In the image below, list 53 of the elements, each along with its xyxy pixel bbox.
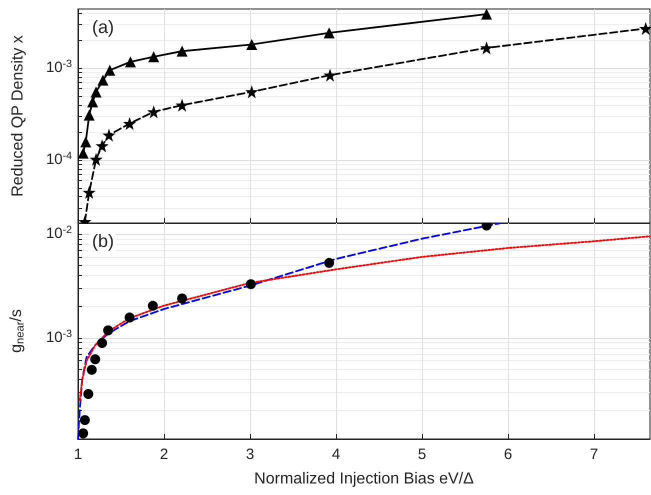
y-axis-title: gnear/s	[8, 309, 26, 353]
point	[86, 364, 97, 375]
point	[82, 186, 96, 199]
point	[124, 56, 136, 68]
y-tick-label: 10$^{-4}$	[46, 150, 72, 170]
point	[78, 148, 89, 159]
point	[90, 152, 103, 166]
point	[90, 354, 100, 364]
x-tick-label: 2	[160, 446, 168, 463]
point	[87, 96, 98, 108]
x-tick-label: 6	[504, 446, 512, 463]
point	[246, 38, 258, 50]
y-tick-label: 10$^{-3}$	[46, 328, 72, 348]
point	[102, 128, 116, 142]
y-tick-label: 10$^{-2}$	[46, 224, 72, 244]
y-tick-label: 10$^{-3}$	[46, 58, 72, 78]
point	[245, 85, 258, 98]
point	[177, 294, 188, 304]
point	[639, 22, 651, 35]
x-tick-label: 7	[590, 446, 598, 463]
point	[246, 279, 256, 290]
point	[96, 139, 109, 152]
x-tick-label: 5	[418, 446, 426, 463]
point	[148, 300, 158, 311]
point	[103, 325, 114, 336]
x-tick-label: 1	[74, 446, 82, 463]
x-tick-label: 3	[246, 446, 254, 463]
point	[80, 415, 90, 426]
point	[324, 68, 337, 82]
point	[97, 74, 108, 86]
point	[123, 117, 136, 130]
point	[480, 41, 494, 54]
point	[97, 338, 108, 348]
point	[324, 27, 335, 38]
annotation: (a)	[92, 17, 114, 37]
x-axis-title: Normalized Injection Bias eV/Δ	[254, 470, 474, 488]
point	[147, 105, 160, 118]
point	[124, 312, 135, 323]
point	[90, 86, 102, 98]
y-axis-title: Reduced QP Density x	[10, 35, 26, 197]
point	[148, 51, 160, 62]
point	[176, 98, 189, 112]
annotation: (b)	[92, 231, 114, 251]
point	[84, 110, 95, 121]
point	[80, 136, 92, 148]
point	[324, 258, 334, 268]
point	[78, 428, 88, 438]
point	[481, 8, 492, 20]
point	[83, 389, 94, 400]
point	[104, 64, 116, 76]
x-tick-label: 4	[332, 446, 340, 463]
point	[176, 46, 188, 57]
line-series	[78, 235, 651, 401]
